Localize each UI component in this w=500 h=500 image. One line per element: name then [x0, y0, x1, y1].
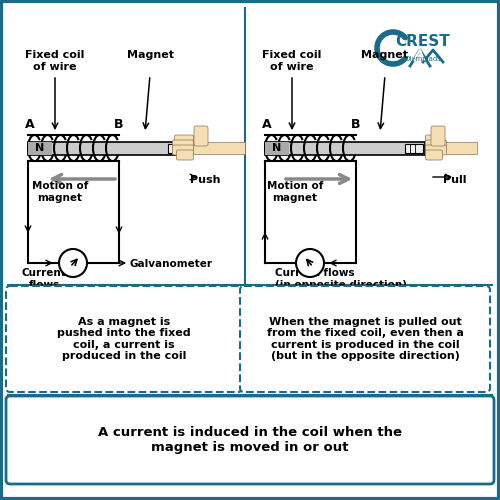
- FancyBboxPatch shape: [194, 126, 208, 146]
- FancyBboxPatch shape: [431, 126, 445, 146]
- Text: (b): (b): [346, 285, 368, 298]
- Text: A: A: [262, 118, 272, 131]
- Text: Magnet: Magnet: [126, 50, 174, 60]
- FancyBboxPatch shape: [240, 286, 490, 392]
- Bar: [190, 142, 245, 154]
- Bar: [28, 142, 52, 154]
- Text: When the magnet is pulled out
from the fixed coil, even then a
current is produc: When the magnet is pulled out from the f…: [266, 316, 464, 362]
- Text: N: N: [36, 143, 44, 153]
- Text: Current
flows: Current flows: [22, 268, 66, 289]
- Text: A: A: [25, 118, 35, 131]
- FancyBboxPatch shape: [174, 135, 194, 145]
- FancyBboxPatch shape: [426, 145, 446, 155]
- FancyBboxPatch shape: [172, 145, 194, 155]
- Text: Olympiads: Olympiads: [404, 56, 442, 62]
- FancyBboxPatch shape: [426, 140, 446, 150]
- Bar: [28, 142, 188, 154]
- Bar: [265, 142, 425, 154]
- Text: CREST: CREST: [396, 34, 450, 50]
- Bar: [405, 144, 423, 152]
- Text: Galvanometer: Galvanometer: [130, 259, 213, 269]
- Text: Motion of
magnet: Motion of magnet: [267, 181, 323, 203]
- Text: Pull: Pull: [444, 175, 467, 185]
- FancyBboxPatch shape: [426, 135, 444, 145]
- Text: Motion of
magnet: Motion of magnet: [32, 181, 88, 203]
- FancyBboxPatch shape: [176, 150, 194, 160]
- FancyBboxPatch shape: [6, 396, 494, 484]
- Text: A current is induced in the coil when the
magnet is moved in or out: A current is induced in the coil when th…: [98, 426, 402, 454]
- Text: As a magnet is
pushed into the fixed
coil, a current is
produced in the coil: As a magnet is pushed into the fixed coi…: [57, 316, 191, 362]
- Circle shape: [296, 249, 324, 277]
- FancyBboxPatch shape: [426, 150, 442, 160]
- Bar: [427, 142, 477, 154]
- Text: Push: Push: [190, 175, 220, 185]
- Text: (a): (a): [70, 285, 90, 298]
- Text: Current flows
(in opposite direction): Current flows (in opposite direction): [275, 268, 407, 289]
- Circle shape: [59, 249, 87, 277]
- Text: N: N: [272, 143, 281, 153]
- Text: Magnet: Magnet: [362, 50, 408, 60]
- FancyBboxPatch shape: [6, 286, 242, 392]
- Bar: [265, 142, 289, 154]
- Text: Fixed coil
of wire: Fixed coil of wire: [262, 50, 322, 72]
- Bar: [168, 144, 186, 152]
- FancyBboxPatch shape: [172, 140, 194, 150]
- Text: Fixed coil
of wire: Fixed coil of wire: [26, 50, 85, 72]
- Text: B: B: [351, 118, 361, 131]
- Text: B: B: [114, 118, 124, 131]
